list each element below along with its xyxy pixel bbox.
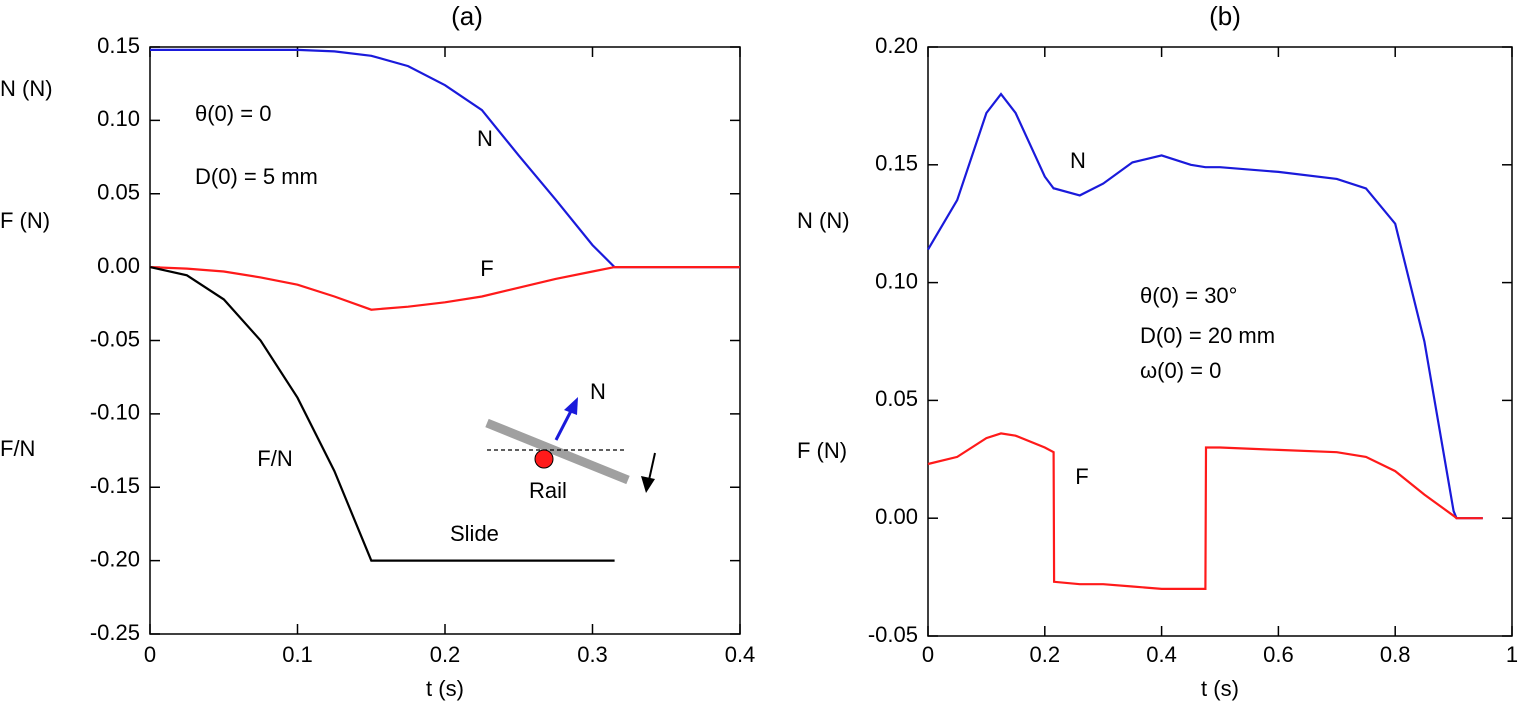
y-axis-label: F (N) <box>0 208 50 233</box>
x-tick-label: 0.8 <box>1380 642 1411 667</box>
annotation: θ(0) = 0 <box>195 101 271 126</box>
curve-label: N <box>1070 148 1086 173</box>
series-line <box>149 266 740 311</box>
x-axis-label: t (s) <box>426 676 464 701</box>
y-tick-label: 0.20 <box>875 33 918 58</box>
series-line <box>927 92 1483 520</box>
inset-normal-arrow <box>554 408 574 441</box>
x-tick-label: 0.2 <box>430 642 461 667</box>
series-line <box>927 432 1483 590</box>
x-tick-label: 0 <box>144 642 156 667</box>
inset-down-head <box>641 476 655 493</box>
y-tick-label: -0.20 <box>90 546 140 571</box>
x-tick-label: 0 <box>922 642 934 667</box>
y-tick-label: 0.15 <box>97 33 140 58</box>
y-tick-label: -0.15 <box>90 473 140 498</box>
y-tick-label: -0.25 <box>90 620 140 645</box>
x-tick-label: 0.6 <box>1263 642 1294 667</box>
y-axis-label: N (N) <box>0 76 53 101</box>
annotation: N <box>590 379 606 404</box>
y-tick-label: -0.10 <box>90 400 140 425</box>
y-tick-label: 0.15 <box>875 151 918 176</box>
panel-title: (a) <box>451 1 483 31</box>
y-tick-label: -0.05 <box>868 622 918 647</box>
x-axis-label: t (s) <box>1201 676 1239 701</box>
y-axis-label: F/N <box>0 436 35 461</box>
y-tick-label: 0.00 <box>875 504 918 529</box>
panel-title: (b) <box>1209 1 1241 31</box>
curve-label: N <box>477 126 493 151</box>
y-tick-label: 0.10 <box>97 106 140 131</box>
x-tick-label: 0.2 <box>1030 642 1061 667</box>
y-tick-label: 0.00 <box>97 253 140 278</box>
x-tick-label: 0.4 <box>725 642 756 667</box>
y-axis-label: F (N) <box>797 438 847 463</box>
y-tick-label: -0.05 <box>90 326 140 351</box>
inset-down-arrow <box>648 452 656 481</box>
inset-normal-head <box>564 397 578 415</box>
annotation: D(0) = 5 mm <box>195 164 318 189</box>
inset-diagram <box>485 397 656 493</box>
y-tick-label: 0.10 <box>875 268 918 293</box>
annotation: θ(0) = 30° <box>1140 283 1237 308</box>
series-line <box>150 48 740 269</box>
x-tick-label: 1 <box>1506 642 1518 667</box>
curve-label: F <box>1075 464 1088 489</box>
annotation: Rail <box>529 478 567 503</box>
x-tick-label: 0.1 <box>282 642 313 667</box>
inset-slope <box>485 418 630 485</box>
x-tick-label: 0.4 <box>1146 642 1177 667</box>
plot-frame <box>149 46 741 635</box>
plot-frame <box>927 46 1513 637</box>
y-tick-label: 0.05 <box>875 386 918 411</box>
inset-rail <box>534 449 554 469</box>
annotation: ω(0) = 0 <box>1140 358 1221 383</box>
curve-label: F <box>480 256 493 281</box>
series-line <box>149 266 615 562</box>
y-axis-label: N (N) <box>797 208 850 233</box>
x-tick-label: 0.3 <box>577 642 608 667</box>
annotation: D(0) = 20 mm <box>1140 323 1275 348</box>
y-tick-label: 0.05 <box>97 180 140 205</box>
curve-label: F/N <box>257 446 292 471</box>
annotation: Slide <box>450 521 499 546</box>
